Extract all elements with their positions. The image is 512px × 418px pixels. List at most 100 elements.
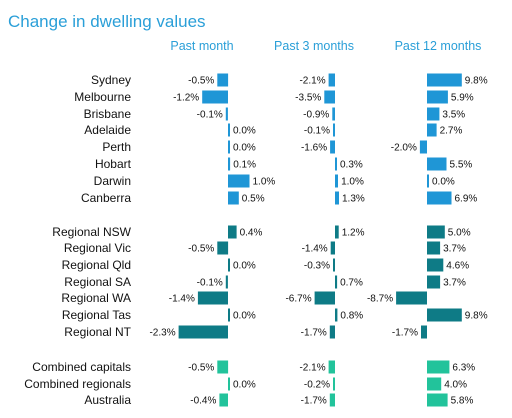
bar-past-3-months-australia [329,393,335,407]
value-label-past-12-months-australia: 5.8% [451,396,474,407]
value-label-past-12-months-combined-capitals: 6.3% [452,363,475,374]
bar-past-month-regional-qld [228,258,230,272]
bar-past-month-hobart [228,157,231,171]
bar-past-month-canberra [228,191,239,205]
row-label-regional-nsw: Regional NSW [52,225,131,239]
bar-past-12-months-sydney [427,73,462,87]
bar-past-month-regional-nt [178,325,228,339]
bar-past-12-months-melbourne [427,90,448,104]
value-label-past-3-months-hobart: 0.3% [340,160,363,171]
column-header-past-month: Past month [170,39,233,53]
value-label-past-12-months-regional-vic: 3.7% [443,244,466,255]
bar-past-12-months-perth [419,140,427,154]
value-label-past-12-months-canberra: 6.9% [455,194,478,205]
value-label-past-12-months-regional-nt: -1.7% [392,328,418,339]
value-label-past-12-months-regional-qld: 4.6% [446,261,469,272]
row-label-australia: Australia [84,393,131,407]
bar-past-3-months-canberra [335,191,339,205]
bar-past-3-months-regional-nsw [335,225,339,239]
value-label-past-12-months-melbourne: 5.9% [451,93,474,104]
row-label-canberra: Canberra [81,191,131,205]
value-label-past-month-regional-qld: 0.0% [233,261,256,272]
bar-past-3-months-sydney [328,73,335,87]
bar-past-12-months-combined-capitals [427,360,450,374]
chart-title: Change in dwelling values [8,12,206,31]
row-label-regional-tas: Regional Tas [62,308,131,322]
bar-past-12-months-australia [427,393,448,407]
value-label-past-month-regional-nsw: 0.4% [240,228,263,239]
value-label-past-3-months-australia: -1.7% [301,396,327,407]
bar-past-12-months-hobart [427,157,447,171]
value-label-past-12-months-perth: -2.0% [391,143,417,154]
bar-past-12-months-regional-vic [427,241,441,255]
bar-past-month-darwin [228,174,250,188]
value-label-past-3-months-darwin: 1.0% [341,177,364,188]
bar-past-3-months-regional-qld [333,258,335,272]
bar-past-3-months-combined-capitals [328,360,335,374]
bar-past-month-brisbane [225,107,228,121]
bar-past-3-months-regional-sa [335,275,338,289]
bar-past-3-months-regional-tas [335,308,338,322]
bar-past-month-regional-vic [217,241,229,255]
value-label-past-month-perth: 0.0% [233,143,256,154]
value-label-past-3-months-combined-regionals: -0.2% [304,380,330,391]
bar-past-12-months-regional-nt [421,325,427,339]
bar-past-month-combined-regionals [228,377,230,391]
bar-past-3-months-regional-wa [314,291,335,305]
value-label-past-12-months-sydney: 9.8% [465,76,488,87]
bar-past-3-months-melbourne [324,90,335,104]
bar-past-3-months-hobart [335,157,337,171]
value-label-past-3-months-regional-vic: -1.4% [302,244,328,255]
value-label-past-12-months-combined-regionals: 4.0% [444,380,467,391]
bar-past-3-months-regional-nt [329,325,335,339]
value-label-past-month-combined-capitals: -0.5% [188,363,214,374]
bar-past-month-regional-sa [225,275,228,289]
value-label-past-12-months-regional-nsw: 5.0% [448,228,471,239]
row-label-adelaide: Adelaide [84,123,131,137]
value-label-past-3-months-regional-nt: -1.7% [301,328,327,339]
bar-past-12-months-combined-regionals [427,377,442,391]
value-label-past-month-melbourne: -1.2% [173,93,199,104]
bar-past-month-melbourne [202,90,228,104]
value-label-past-3-months-regional-nsw: 1.2% [342,228,365,239]
value-label-past-12-months-regional-sa: 3.7% [443,278,466,289]
row-label-melbourne: Melbourne [74,90,131,104]
value-label-past-3-months-sydney: -2.1% [299,76,325,87]
value-label-past-12-months-darwin: 0.0% [432,177,455,188]
bar-past-month-sydney [217,73,229,87]
row-label-regional-nt: Regional NT [64,325,131,339]
bar-past-month-adelaide [228,123,230,137]
value-label-past-month-canberra: 0.5% [242,194,265,205]
value-label-past-3-months-canberra: 1.3% [342,194,365,205]
value-label-past-month-australia: -0.4% [190,396,216,407]
bar-past-3-months-combined-regionals [333,377,335,391]
value-label-past-month-regional-wa: -1.4% [169,294,195,305]
row-label-regional-vic: Regional Vic [64,241,131,255]
bar-past-month-australia [219,393,228,407]
row-label-combined-regionals: Combined regionals [24,377,131,391]
bar-past-3-months-brisbane [332,107,335,121]
value-label-past-3-months-brisbane: -0.9% [303,110,329,121]
row-label-perth: Perth [102,140,131,154]
value-label-past-12-months-hobart: 5.5% [450,160,473,171]
column-header-past-12-months: Past 12 months [395,39,482,53]
row-label-regional-sa: Regional SA [64,275,131,289]
value-label-past-month-adelaide: 0.0% [233,126,256,137]
value-label-past-3-months-regional-qld: -0.3% [304,261,330,272]
row-label-sydney: Sydney [91,73,131,87]
bar-past-month-regional-nsw [228,225,237,239]
value-label-past-3-months-melbourne: -3.5% [295,93,321,104]
bar-past-3-months-perth [330,140,335,154]
value-label-past-3-months-regional-sa: 0.7% [340,278,363,289]
bar-past-month-regional-tas [228,308,230,322]
row-label-darwin: Darwin [94,174,131,188]
row-label-brisbane: Brisbane [84,107,132,121]
bar-past-12-months-adelaide [427,123,437,137]
row-label-regional-qld: Regional Qld [62,258,131,272]
value-label-past-3-months-combined-capitals: -2.1% [299,363,325,374]
bar-past-3-months-regional-vic [330,241,335,255]
value-label-past-month-darwin: 1.0% [253,177,276,188]
bar-past-3-months-darwin [335,174,338,188]
bar-past-12-months-regional-sa [427,275,441,289]
value-label-past-month-brisbane: -0.1% [197,110,223,121]
